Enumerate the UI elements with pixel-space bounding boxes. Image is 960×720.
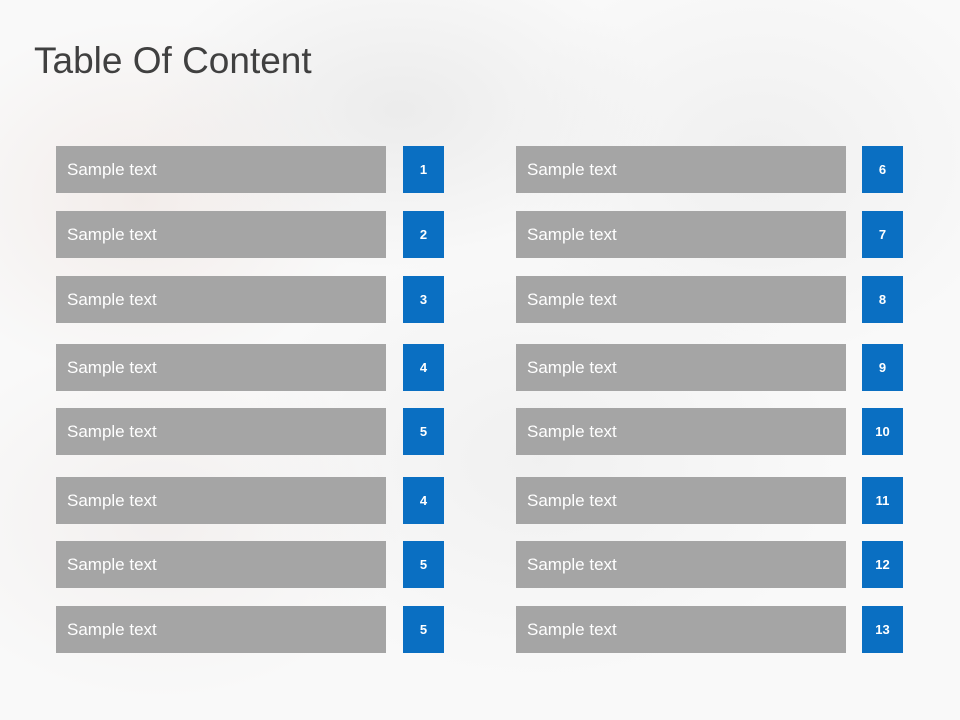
toc-item-number: 2 — [403, 211, 444, 258]
toc-item-number: 6 — [862, 146, 903, 193]
toc-item-number: 11 — [862, 477, 903, 524]
toc-item-number: 5 — [403, 541, 444, 588]
toc-item-text: Sample text — [516, 541, 846, 588]
toc-item-text: Sample text — [56, 146, 386, 193]
toc-item-text: Sample text — [516, 408, 846, 455]
toc-item-text: Sample text — [516, 146, 846, 193]
toc-item-text: Sample text — [56, 408, 386, 455]
toc-item-text: Sample text — [516, 477, 846, 524]
toc-item-number: 3 — [403, 276, 444, 323]
toc-item-number: 4 — [403, 344, 444, 391]
toc-item-number: 10 — [862, 408, 903, 455]
slide-title: Table Of Content — [34, 40, 312, 81]
toc-item-text: Sample text — [56, 477, 386, 524]
toc-item-number: 9 — [862, 344, 903, 391]
toc-item-number: 8 — [862, 276, 903, 323]
toc-item-number: 13 — [862, 606, 903, 653]
toc-item-text: Sample text — [56, 211, 386, 258]
toc-item-number: 7 — [862, 211, 903, 258]
toc-item-text: Sample text — [56, 276, 386, 323]
toc-item-number: 5 — [403, 408, 444, 455]
toc-item-number: 4 — [403, 477, 444, 524]
toc-item-number: 1 — [403, 146, 444, 193]
toc-item-text: Sample text — [56, 541, 386, 588]
toc-item-text: Sample text — [56, 606, 386, 653]
toc-item-number: 12 — [862, 541, 903, 588]
toc-item-text: Sample text — [516, 211, 846, 258]
toc-item-text: Sample text — [516, 606, 846, 653]
toc-item-text: Sample text — [516, 344, 846, 391]
toc-item-text: Sample text — [56, 344, 386, 391]
toc-item-text: Sample text — [516, 276, 846, 323]
toc-item-number: 5 — [403, 606, 444, 653]
